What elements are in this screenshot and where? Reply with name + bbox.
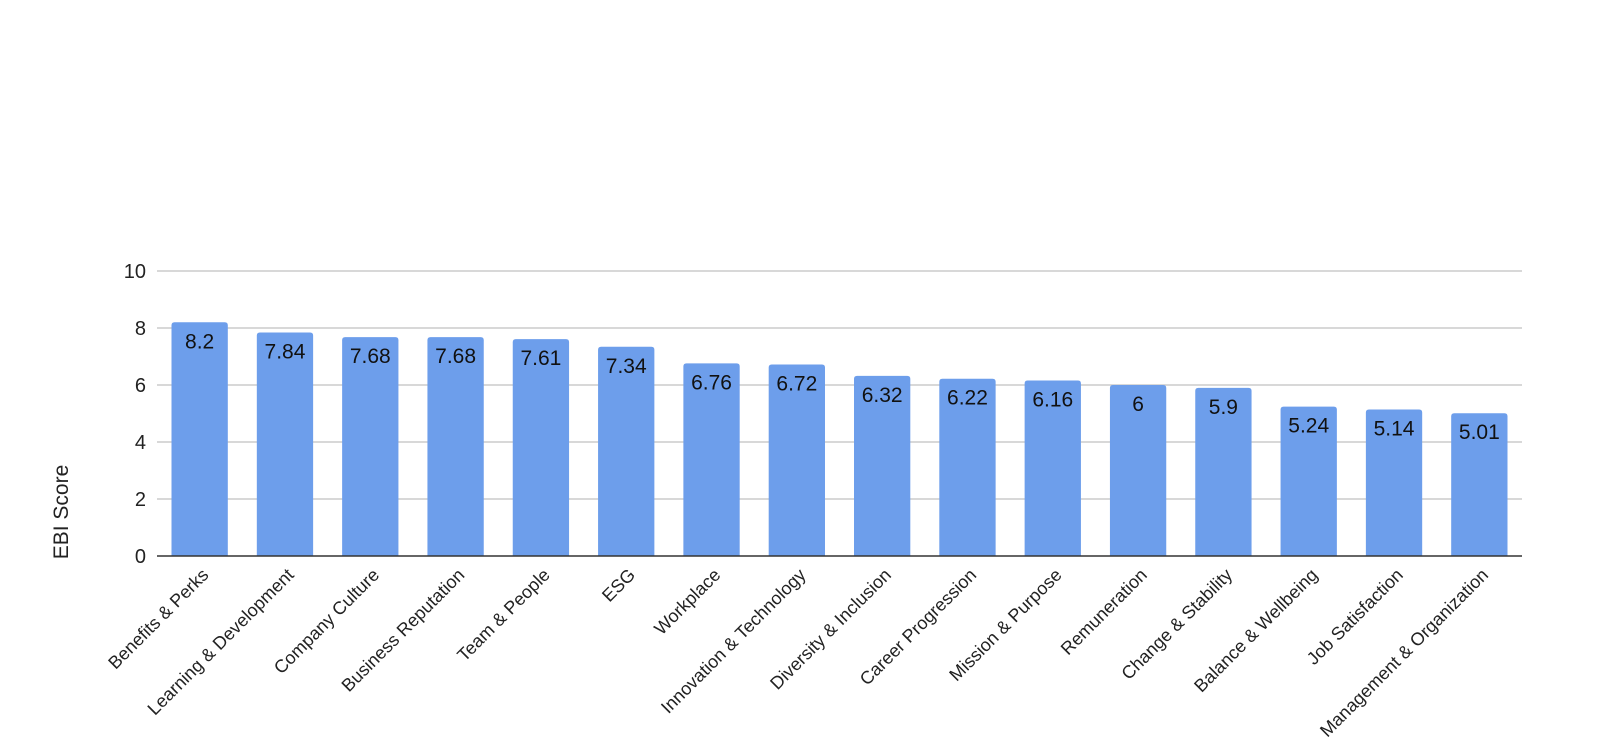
y-axis-title: EBI Score	[50, 465, 73, 560]
y-tick-label: 2	[135, 489, 146, 511]
data-label: 7.34	[606, 355, 647, 378]
bar	[1024, 380, 1081, 556]
x-category-label: Innovation & Technology	[657, 565, 810, 718]
bar	[768, 364, 825, 556]
data-label: 6.72	[776, 372, 817, 395]
data-label: 5.24	[1288, 415, 1329, 438]
bar	[1195, 387, 1252, 556]
bar	[1451, 413, 1508, 556]
y-tick-label: 0	[135, 546, 146, 568]
x-category-label: ESG	[598, 565, 639, 606]
bar	[512, 339, 570, 556]
data-label: 8.2	[185, 330, 214, 353]
bar	[171, 322, 228, 556]
y-tick-label: 8	[135, 318, 146, 340]
data-label: 7.84	[265, 341, 306, 364]
data-label: 7.68	[350, 345, 391, 368]
y-tick-label: 6	[135, 375, 146, 397]
data-labels: 8.2 7.84 7.68 7.68 7.61 7.34 6.76 6.72 6.32 6.22 6…	[185, 330, 1500, 444]
bar	[939, 378, 996, 556]
bar	[683, 363, 740, 556]
bar	[854, 375, 911, 556]
x-category-label: Management & Organization	[1316, 565, 1492, 741]
bar	[1109, 385, 1167, 556]
bars	[171, 322, 1508, 556]
y-tick-label: 10	[124, 261, 146, 283]
x-category-label: Team & People	[453, 565, 553, 665]
bar	[256, 332, 314, 556]
data-label: 6.16	[1032, 388, 1073, 411]
y-axis-ticks: 0 2 4 6 8 10	[124, 261, 146, 568]
bar	[1280, 406, 1337, 556]
data-label: 5.9	[1209, 396, 1238, 419]
data-label: 6	[1132, 393, 1144, 416]
data-label: 6.32	[862, 384, 903, 407]
bar	[598, 346, 655, 556]
data-label: 7.61	[520, 347, 561, 370]
data-label: 6.22	[947, 387, 988, 410]
x-category-label: Remuneration	[1057, 565, 1151, 659]
x-category-label: Workplace	[650, 565, 724, 639]
data-label: 7.68	[435, 345, 476, 368]
data-label: 6.76	[691, 371, 732, 394]
bar	[427, 337, 484, 556]
bar	[342, 337, 399, 556]
data-label: 5.14	[1374, 418, 1415, 441]
data-label: 5.01	[1459, 421, 1500, 444]
x-category-label: Learning & Development	[144, 565, 298, 719]
y-tick-label: 4	[135, 432, 146, 454]
bar	[1365, 409, 1423, 556]
